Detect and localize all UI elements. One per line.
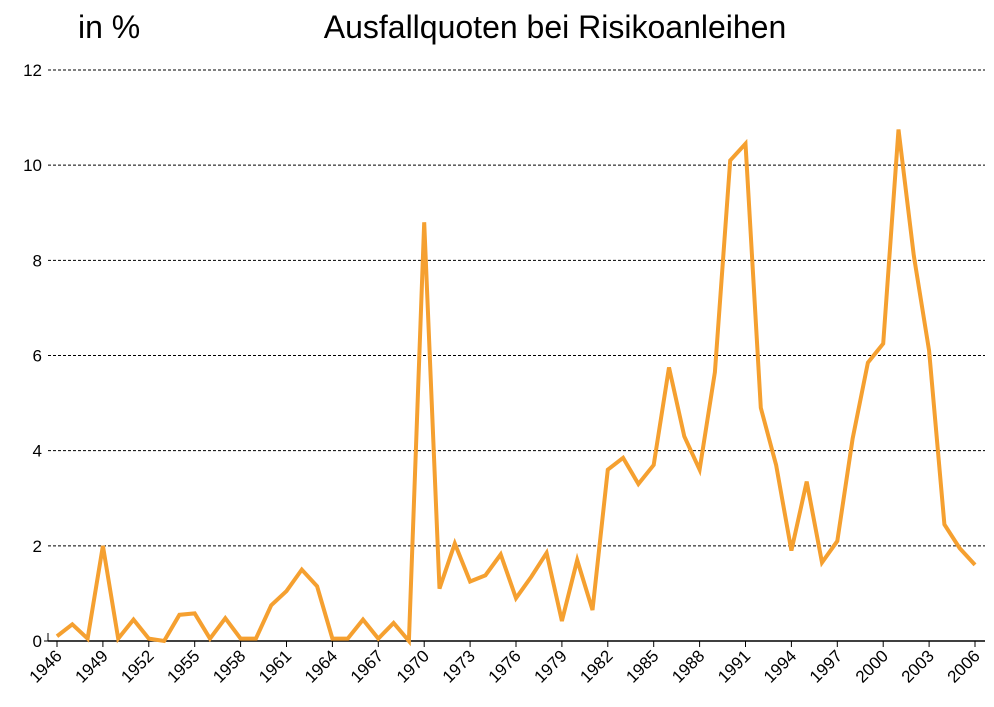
x-tick-label: 1973 [439,646,479,686]
y-tick-label: 12 [23,61,42,80]
x-tick-label: 1976 [485,646,525,686]
y-tick-label: 6 [33,347,42,366]
chart-title: Ausfallquoten bei Risikoanleihen [324,9,787,45]
y-axis-label: in % [78,9,140,45]
x-tick-label: 1967 [347,646,387,686]
x-tick-label: 1955 [163,646,203,686]
x-tick-label: 1997 [806,646,846,686]
x-tick-label: 1946 [26,646,66,686]
x-tick-label: 1988 [668,646,708,686]
x-tick-label: 1964 [301,646,341,686]
data-line [55,129,977,647]
y-tick-label: 4 [33,442,42,461]
y-tick-label: 0 [33,632,42,651]
y-tick-label: 8 [33,251,42,270]
x-tick-label: 1958 [209,646,249,686]
x-tick-label: 1991 [714,646,754,686]
x-tick-label: 2000 [852,646,892,686]
x-tick-label: 2006 [944,646,984,686]
x-tick-label: 1952 [117,646,157,686]
x-tick-label: 1970 [393,646,433,686]
x-tick-label: 1982 [576,646,616,686]
x-tick-label: 1994 [760,646,800,686]
x-tick-label: 1961 [255,646,295,686]
y-tick-label: 2 [33,537,42,556]
x-tick-label: 1985 [622,646,662,686]
x-tick-label: 2003 [898,646,938,686]
x-tick-label: 1979 [531,646,571,686]
x-tick-label: 1949 [72,646,112,686]
y-tick-label: 10 [23,156,42,175]
